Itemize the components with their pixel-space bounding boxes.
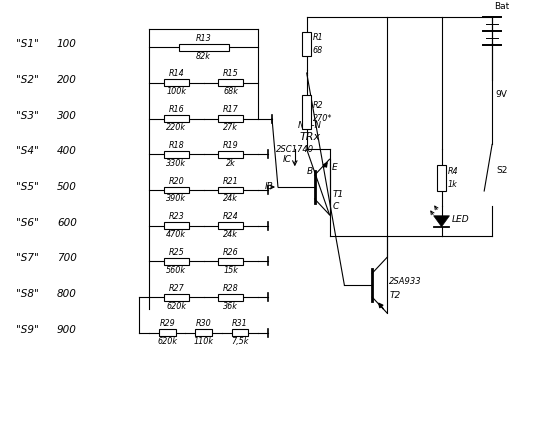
Text: 7,5k: 7,5k bbox=[231, 337, 249, 346]
Text: 500: 500 bbox=[57, 182, 77, 192]
Bar bbox=[218, 151, 243, 158]
Text: 400: 400 bbox=[57, 146, 77, 156]
Text: 82k: 82k bbox=[196, 52, 211, 61]
Text: "S7": "S7" bbox=[16, 254, 38, 263]
Text: 800: 800 bbox=[57, 289, 77, 299]
Text: 700: 700 bbox=[57, 254, 77, 263]
Text: 300: 300 bbox=[57, 111, 77, 121]
Text: Bat: Bat bbox=[494, 2, 509, 11]
Text: S2: S2 bbox=[496, 166, 508, 175]
Bar bbox=[218, 294, 243, 300]
Text: 2SC1740: 2SC1740 bbox=[276, 146, 314, 154]
Text: E: E bbox=[331, 163, 337, 172]
Bar bbox=[164, 294, 189, 300]
Text: 2SA933: 2SA933 bbox=[389, 277, 422, 286]
Text: 270*: 270* bbox=[313, 114, 332, 123]
Bar bbox=[218, 187, 243, 193]
Text: R4: R4 bbox=[447, 167, 458, 176]
Bar bbox=[164, 151, 189, 158]
Text: "S9": "S9" bbox=[16, 325, 38, 335]
Text: R16: R16 bbox=[168, 105, 184, 114]
Text: "S8": "S8" bbox=[16, 289, 38, 299]
Text: "S2": "S2" bbox=[16, 75, 38, 85]
Bar bbox=[218, 115, 243, 122]
Bar bbox=[437, 165, 446, 191]
Text: IB: IB bbox=[265, 181, 274, 191]
Polygon shape bbox=[434, 216, 450, 227]
Text: 470k: 470k bbox=[166, 230, 187, 239]
Text: R19: R19 bbox=[223, 141, 238, 150]
Bar bbox=[164, 222, 189, 229]
Text: B: B bbox=[306, 167, 313, 176]
Bar bbox=[231, 329, 248, 336]
Text: R14: R14 bbox=[168, 70, 184, 78]
Text: R26: R26 bbox=[223, 248, 238, 257]
Text: R27: R27 bbox=[168, 284, 184, 292]
Text: 330k: 330k bbox=[166, 159, 187, 168]
Bar bbox=[164, 79, 189, 87]
Bar bbox=[164, 187, 189, 193]
Text: R23: R23 bbox=[168, 212, 184, 221]
Text: "S3": "S3" bbox=[16, 111, 38, 121]
Text: LED: LED bbox=[451, 215, 469, 224]
Text: R29: R29 bbox=[159, 319, 175, 328]
Text: 900: 900 bbox=[57, 325, 77, 335]
Text: 68k: 68k bbox=[223, 87, 238, 96]
Text: R21: R21 bbox=[223, 176, 238, 186]
Text: R31: R31 bbox=[232, 319, 248, 328]
Bar bbox=[218, 258, 243, 265]
Bar bbox=[164, 258, 189, 265]
Text: R18: R18 bbox=[168, 141, 184, 150]
Text: TRx: TRx bbox=[299, 133, 320, 143]
Text: "S4": "S4" bbox=[16, 146, 38, 156]
Text: R24: R24 bbox=[223, 212, 238, 221]
Text: R25: R25 bbox=[168, 248, 184, 257]
Text: 100k: 100k bbox=[166, 87, 187, 96]
Text: IC: IC bbox=[283, 155, 292, 164]
Text: R17: R17 bbox=[223, 105, 238, 114]
Bar bbox=[302, 95, 311, 129]
Text: "S5": "S5" bbox=[16, 182, 38, 192]
Bar bbox=[178, 44, 229, 51]
Bar bbox=[218, 222, 243, 229]
Text: 560k: 560k bbox=[166, 266, 187, 275]
Text: 36k: 36k bbox=[223, 302, 238, 311]
Text: R30: R30 bbox=[196, 319, 212, 328]
Text: 2k: 2k bbox=[226, 159, 236, 168]
Text: 100: 100 bbox=[57, 39, 77, 49]
Text: T2: T2 bbox=[390, 291, 401, 300]
Bar bbox=[195, 329, 212, 336]
Text: 15k: 15k bbox=[223, 266, 238, 275]
Bar bbox=[159, 329, 176, 336]
Text: 620k: 620k bbox=[157, 337, 177, 346]
Text: 24k: 24k bbox=[223, 230, 238, 239]
Text: R28: R28 bbox=[223, 284, 238, 292]
Text: 600: 600 bbox=[57, 218, 77, 228]
Text: 1k: 1k bbox=[447, 180, 457, 189]
Text: N-P-N: N-P-N bbox=[298, 121, 322, 130]
Text: 68: 68 bbox=[313, 46, 323, 55]
Bar bbox=[164, 115, 189, 122]
Text: C: C bbox=[333, 203, 339, 211]
Text: 200: 200 bbox=[57, 75, 77, 85]
Text: 390k: 390k bbox=[166, 195, 187, 203]
Text: R15: R15 bbox=[223, 70, 238, 78]
Text: 220k: 220k bbox=[166, 123, 187, 132]
Bar bbox=[302, 32, 311, 56]
Text: R20: R20 bbox=[168, 176, 184, 186]
Text: R1: R1 bbox=[313, 33, 323, 42]
Text: 27k: 27k bbox=[223, 123, 238, 132]
Text: R13: R13 bbox=[196, 34, 212, 43]
Text: "S6": "S6" bbox=[16, 218, 38, 228]
Text: "S1": "S1" bbox=[16, 39, 38, 49]
Text: R2: R2 bbox=[313, 101, 323, 110]
Text: 9V: 9V bbox=[495, 90, 507, 99]
Text: T1: T1 bbox=[333, 190, 344, 199]
Text: 110k: 110k bbox=[194, 337, 213, 346]
Bar bbox=[218, 79, 243, 87]
Text: 24k: 24k bbox=[223, 195, 238, 203]
Text: 620k: 620k bbox=[166, 302, 187, 311]
